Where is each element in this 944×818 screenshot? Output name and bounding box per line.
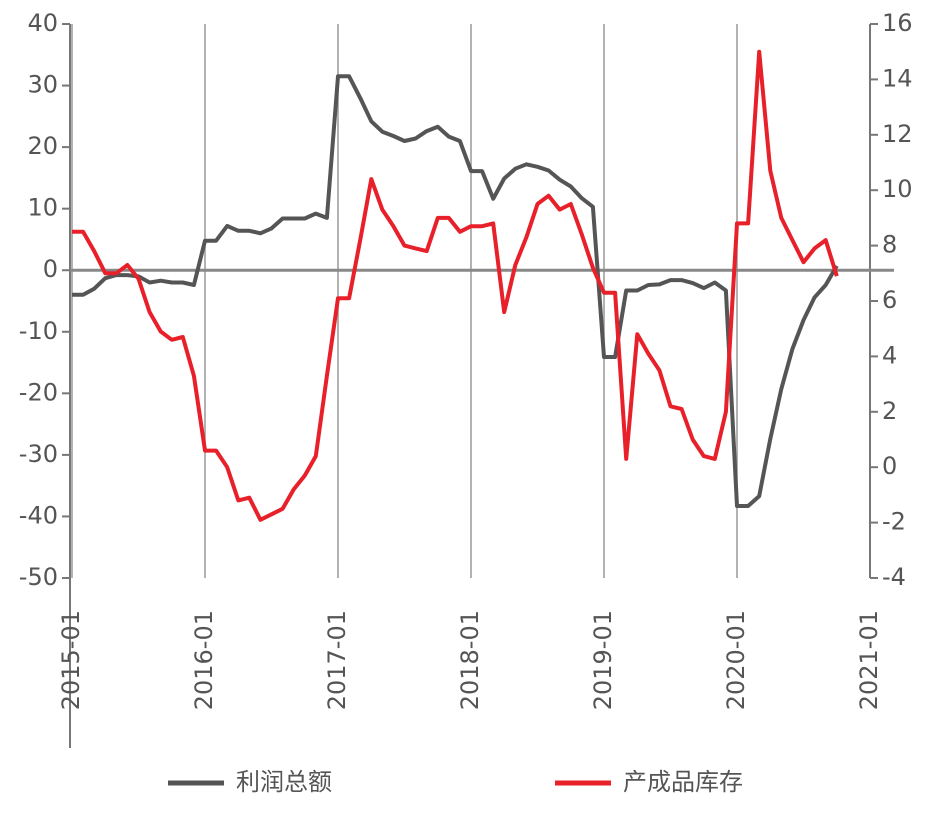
y2-tick-label: 0 (882, 452, 897, 480)
y-tick-label: 0 (43, 255, 58, 283)
y-tick-label: -30 (19, 440, 58, 468)
x-tick-label: 2021-01 (855, 610, 883, 710)
y-tick-label: 10 (27, 194, 58, 222)
series-line (72, 49, 839, 522)
y-tick-label: 20 (27, 132, 58, 160)
y2-tick-label: 10 (882, 175, 913, 203)
x-tick-label: 2017-01 (323, 610, 351, 710)
x-tick-label: 2019-01 (589, 610, 617, 710)
x-tick-label: 2015-01 (57, 610, 85, 710)
y-tick-label: -20 (19, 378, 58, 406)
x-tick-label: 2020-01 (722, 610, 750, 710)
y-tick-label: -50 (19, 563, 58, 591)
y2-tick-label: 14 (882, 64, 913, 92)
legend-label: 利润总额 (236, 768, 332, 796)
y2-tick-label: -4 (882, 563, 906, 591)
y-tick-label: 30 (27, 71, 58, 99)
y2-tick-label: 16 (882, 9, 913, 37)
series-line (72, 74, 839, 508)
y2-tick-label: 2 (882, 397, 897, 425)
legend-label: 产成品库存 (623, 768, 743, 796)
y2-tick-label: 6 (882, 286, 897, 314)
y-tick-label: -40 (19, 501, 58, 529)
y2-tick-label: 12 (882, 120, 913, 148)
y2-tick-label: -2 (882, 508, 906, 536)
y-tick-label: -10 (19, 317, 58, 345)
y2-tick-label: 4 (882, 341, 897, 369)
x-tick-label: 2016-01 (190, 610, 218, 710)
x-tick-label: 2018-01 (456, 610, 484, 710)
y2-tick-label: 8 (882, 231, 897, 259)
y-tick-label: 40 (27, 9, 58, 37)
